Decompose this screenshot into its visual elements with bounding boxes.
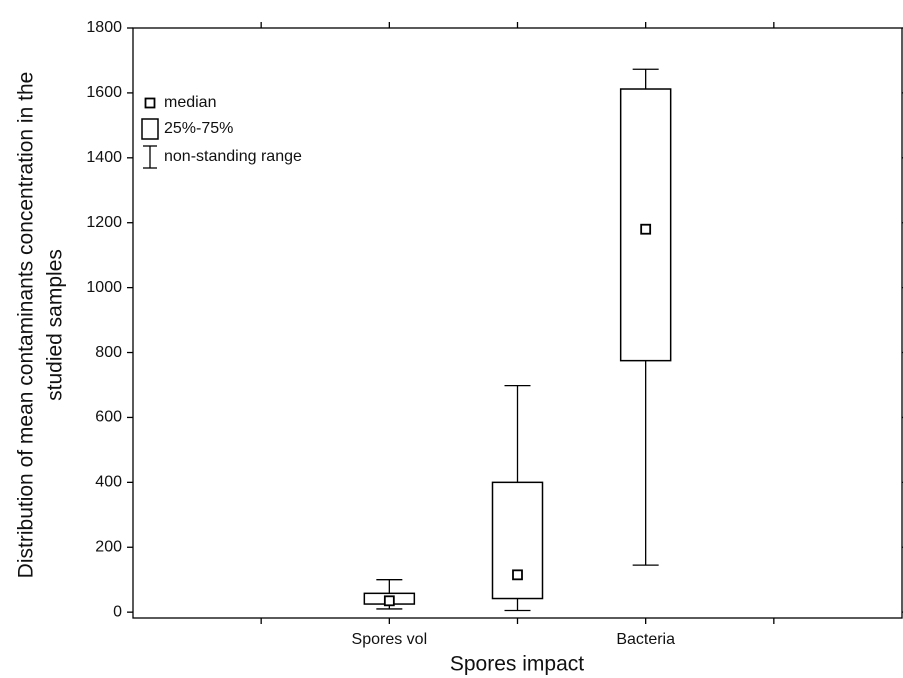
y-tick-label: 200 [95,538,122,555]
y-tick-label: 0 [113,603,122,620]
median-marker [512,569,523,581]
y-tick-label: 1200 [86,214,122,231]
y-axis-title: Distribution of mean contaminants concen… [15,72,38,579]
y-tick-label: 1800 [86,19,122,36]
y-tick-label: 800 [95,344,122,361]
legend-median-icon [144,97,156,109]
y-tick-label: 400 [95,474,122,491]
legend-box-icon [141,118,159,140]
x-tick-label: Bacteria [616,631,675,648]
y-tick-label: 1000 [86,279,122,296]
legend-label: non-standing range [164,148,302,165]
y-tick-label: 1400 [86,149,122,166]
y-tick-label: 1600 [86,84,122,101]
x-axis-title: Spores impact [450,653,584,676]
x-tick-label: Spores vol [352,631,428,648]
legend-label: 25%-75% [164,120,233,137]
legend-label: median [164,94,216,111]
median-marker [640,223,652,235]
y-axis-title: studied samples [44,249,67,401]
box [491,481,544,600]
median-marker [383,595,395,607]
y-tick-label: 600 [95,409,122,426]
